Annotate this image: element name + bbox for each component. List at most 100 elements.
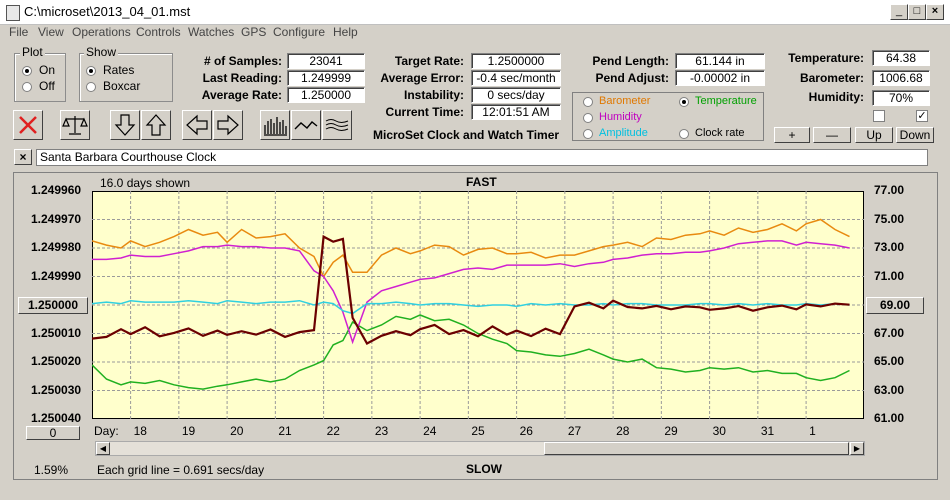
barometer-radio[interactable] xyxy=(583,97,593,107)
y-left-tick-label: 1.250020 xyxy=(31,354,82,368)
fast-label: FAST xyxy=(466,175,497,189)
left-center-value-button[interactable]: 1.250000 xyxy=(18,297,88,314)
x-tick-label: 1 xyxy=(809,424,816,438)
show-group xyxy=(79,53,173,102)
barometer-label: Barometer: xyxy=(799,71,864,85)
down-arrow-button[interactable] xyxy=(110,110,140,140)
left-arrow-icon xyxy=(186,114,208,136)
window-title: C:\microset\2013_04_01.mst xyxy=(24,4,191,19)
app-caption: MicroSet Clock and Watch Timer xyxy=(373,128,560,142)
chart-plot-area xyxy=(92,191,864,419)
x-tick-label: 26 xyxy=(519,424,533,438)
humidity-label: Humidity: xyxy=(808,90,864,104)
menu-help[interactable]: Help xyxy=(333,25,358,39)
y-left-tick-label: 1.249960 xyxy=(31,183,82,197)
menu-view[interactable]: View xyxy=(38,25,64,39)
close-window-button[interactable]: × xyxy=(926,4,944,20)
menu-watches[interactable]: Watches xyxy=(188,25,235,39)
average-rate-label: Average Rate: xyxy=(201,88,282,102)
clock-name-field[interactable]: Santa Barbara Courthouse Clock xyxy=(36,149,928,166)
clock-close-button[interactable]: × xyxy=(14,149,32,165)
x-tick-label: 31 xyxy=(760,424,775,438)
temperature-radio[interactable] xyxy=(679,97,689,107)
menu-file[interactable]: File xyxy=(9,25,29,39)
y-right-tick-label: 67.00 xyxy=(874,325,905,340)
y-right-tick-label: 65.00 xyxy=(874,354,905,368)
clock-rate-option: Clock rate xyxy=(695,127,745,139)
show-boxcar-radio[interactable] xyxy=(86,82,96,92)
histogram-button[interactable] xyxy=(260,110,290,140)
scroll-thumb[interactable] xyxy=(544,442,849,455)
boxcar-plot-button[interactable] xyxy=(322,110,352,140)
menu-gps[interactable]: GPS xyxy=(241,25,267,39)
plot-off-label: Off xyxy=(39,79,55,93)
series-line-clock-rate xyxy=(92,234,850,345)
histogram-icon xyxy=(264,117,287,136)
amplitude-radio[interactable] xyxy=(583,129,593,139)
y-right-tick-label: 77.00 xyxy=(874,183,905,197)
right-arrow-icon xyxy=(217,114,239,136)
line-plot-button[interactable] xyxy=(291,110,321,140)
x-tick-label: 21 xyxy=(278,424,292,438)
target-rate-field[interactable]: 1.2500000 xyxy=(471,53,561,69)
pend-adjust-field: -0.00002 in xyxy=(675,70,765,86)
y-left-tick-label: 1.249980 xyxy=(31,240,82,254)
scale-plus-button[interactable]: + xyxy=(774,127,810,143)
barometer-field: 1006.68 xyxy=(872,70,930,86)
plot-group-label: Plot xyxy=(20,45,45,59)
balance-button[interactable] xyxy=(60,110,90,140)
pend-length-label: Pend Length: xyxy=(592,54,669,68)
app-icon xyxy=(6,5,20,21)
y-right-tick-label: 75.00 xyxy=(874,211,905,226)
humidity-field: 70% xyxy=(872,90,930,106)
right-center-value-button[interactable]: 69.00 xyxy=(866,297,924,314)
left-arrow-button[interactable] xyxy=(182,110,212,140)
series-line-amplitude xyxy=(92,299,850,315)
x-tick-label: 23 xyxy=(374,424,389,438)
maximize-button[interactable]: □ xyxy=(908,4,926,20)
up-arrow-button[interactable] xyxy=(141,110,171,140)
scale-up-button[interactable]: Up xyxy=(855,127,893,143)
humidity-radio[interactable] xyxy=(583,113,593,123)
last-reading-field: 1.249999 xyxy=(287,70,365,86)
menu-operations[interactable]: Operations xyxy=(72,25,131,39)
scroll-left-button[interactable]: ◀ xyxy=(96,442,110,455)
x-tick-label: 20 xyxy=(230,424,244,438)
temperature-field: 64.38 xyxy=(872,50,930,66)
clock-rate-radio[interactable] xyxy=(679,129,689,139)
menu-configure[interactable]: Configure xyxy=(273,25,326,39)
up-arrow-icon xyxy=(145,114,167,136)
current-time-field: 12:01:51 AM xyxy=(471,104,561,120)
checkbox-1[interactable] xyxy=(873,110,885,122)
average-error-field: -0.4 sec/month xyxy=(471,70,561,86)
chart-scrollbar[interactable]: ◀ ▶ xyxy=(95,441,865,456)
minimize-button[interactable]: _ xyxy=(890,4,908,20)
clear-button[interactable] xyxy=(13,110,43,140)
slow-label: SLOW xyxy=(466,462,502,476)
scale-minus-button[interactable]: — xyxy=(813,127,851,143)
plot-on-radio[interactable] xyxy=(22,66,32,76)
menu-bar: File View Operations Controls Watches GP… xyxy=(0,24,950,42)
x-tick-label: 28 xyxy=(616,424,630,438)
x-tick-label: 19 xyxy=(181,424,196,438)
barometer-option: Barometer xyxy=(599,95,651,107)
y-left-tick-label: 1.250030 xyxy=(31,382,82,397)
checkbox-2[interactable]: ✓ xyxy=(916,110,928,122)
y-left-tick-label: 1.249970 xyxy=(31,211,82,226)
scale-down-button[interactable]: Down xyxy=(896,127,934,143)
x-tick-label: 18 xyxy=(133,424,147,438)
samples-label: # of Samples: xyxy=(203,54,282,68)
scroll-right-button[interactable]: ▶ xyxy=(850,442,864,455)
right-arrow-button[interactable] xyxy=(213,110,243,140)
show-rates-radio[interactable] xyxy=(86,66,96,76)
x-tick-label: 25 xyxy=(471,424,485,438)
line-graph-icon xyxy=(294,121,318,130)
plot-off-radio[interactable] xyxy=(22,82,32,92)
chart-frame xyxy=(13,172,938,480)
y-right-tick-label: 61.00 xyxy=(874,411,905,425)
bottom-left-value-button[interactable]: 0 xyxy=(26,426,80,440)
show-group-label: Show xyxy=(84,45,119,59)
pend-length-field[interactable]: 61.144 in xyxy=(675,53,765,69)
menu-controls[interactable]: Controls xyxy=(136,25,181,39)
show-rates-label: Rates xyxy=(103,63,135,77)
